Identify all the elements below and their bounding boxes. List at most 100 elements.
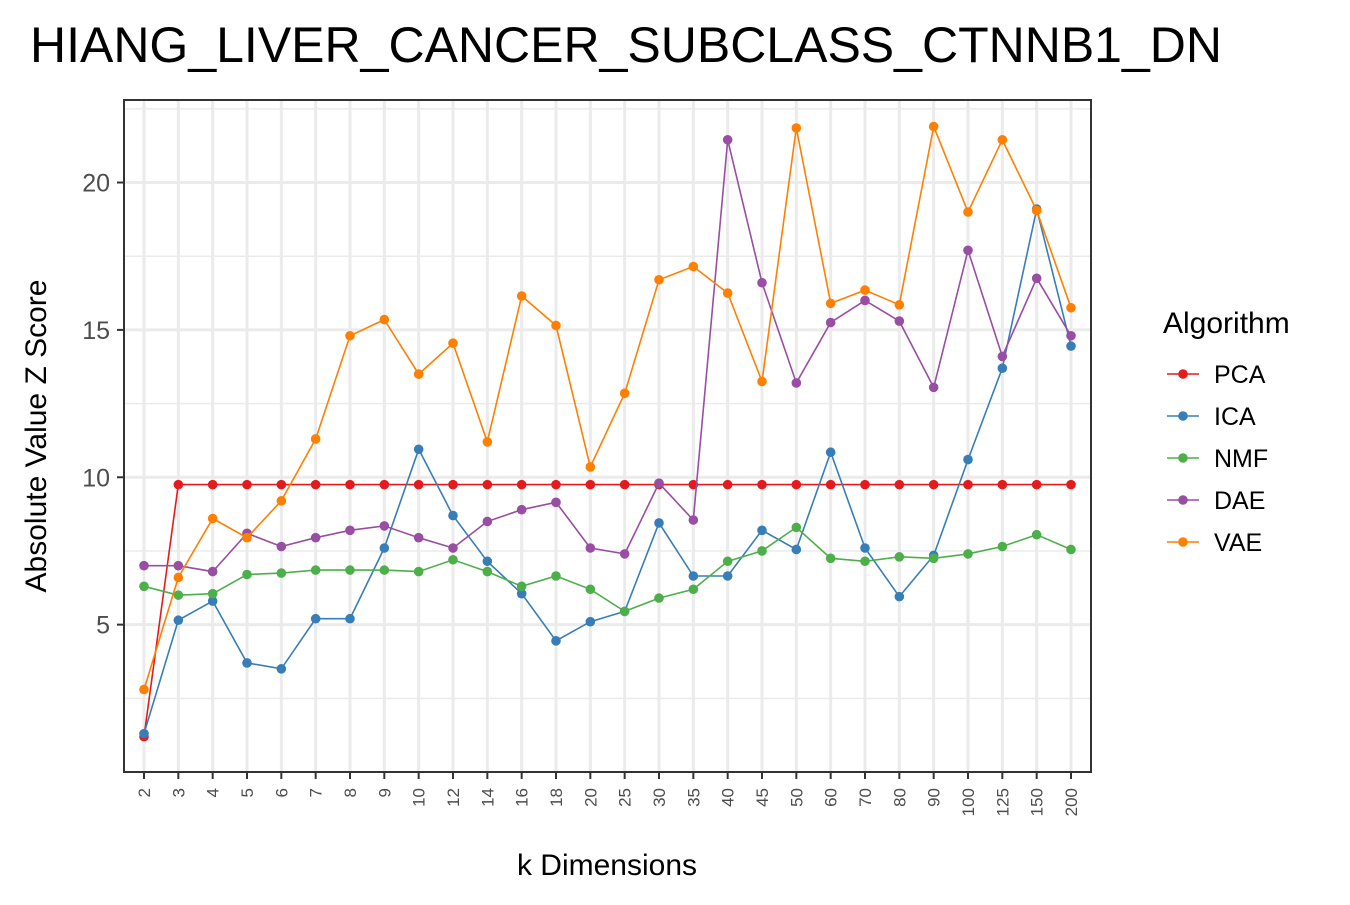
data-point-ica — [276, 664, 287, 674]
data-point-pca — [551, 479, 561, 490]
data-point-dae — [791, 378, 802, 388]
data-point-nmf — [963, 549, 973, 559]
x-tick-label: 150 — [1028, 788, 1047, 816]
data-point-vae — [551, 320, 561, 331]
data-point-dae — [413, 532, 424, 543]
data-point-vae — [997, 134, 1008, 145]
data-point-dae — [1066, 330, 1076, 341]
data-point-dae — [757, 277, 767, 288]
legend-label-dae: DAE — [1214, 487, 1265, 515]
data-point-nmf — [1066, 544, 1076, 555]
x-tick-label: 80 — [890, 788, 909, 807]
x-tick-label: 70 — [856, 788, 875, 807]
legend-label-ica: ICA — [1214, 403, 1256, 431]
data-point-ica — [551, 636, 561, 646]
x-tick-label: 125 — [993, 788, 1012, 816]
data-point-vae — [688, 261, 699, 272]
data-point-nmf — [173, 590, 184, 600]
data-point-pca — [722, 479, 733, 490]
legend-label-nmf: NMF — [1214, 445, 1268, 473]
data-point-ica — [688, 571, 699, 581]
data-point-ica — [310, 613, 321, 624]
data-point-pca — [276, 479, 287, 490]
data-point-pca — [894, 479, 905, 490]
data-point-dae — [379, 521, 390, 531]
data-point-vae — [379, 314, 390, 325]
data-point-nmf — [997, 541, 1008, 552]
data-point-pca — [345, 479, 355, 490]
x-tick-label: 100 — [959, 788, 978, 816]
legend: Algorithm PCA ICA NMF DAE VAE — [1163, 307, 1290, 557]
data-point-dae — [310, 532, 321, 543]
data-point-dae — [551, 497, 561, 508]
legend-label-vae: VAE — [1214, 529, 1262, 557]
x-tick-label: 2 — [135, 788, 154, 797]
data-point-nmf — [825, 553, 836, 564]
data-point-nmf — [516, 581, 527, 592]
data-point-nmf — [551, 571, 561, 581]
data-point-nmf — [585, 584, 596, 595]
plot-panel — [124, 100, 1091, 772]
data-point-nmf — [207, 588, 218, 599]
data-point-vae — [722, 288, 733, 298]
data-point-vae — [654, 274, 664, 285]
x-axis-label: k Dimensions — [517, 849, 697, 882]
data-point-pca — [860, 479, 870, 490]
data-point-nmf — [722, 556, 733, 567]
data-point-vae — [860, 285, 870, 295]
data-point-nmf — [482, 566, 493, 577]
data-point-nmf — [619, 606, 630, 617]
data-point-dae — [482, 516, 493, 527]
data-point-ica — [413, 444, 424, 455]
data-point-pca — [757, 479, 767, 490]
data-point-vae — [1066, 302, 1076, 313]
data-point-dae — [173, 560, 184, 571]
data-point-vae — [139, 684, 149, 695]
data-point-dae — [997, 351, 1008, 362]
data-point-pca — [963, 479, 973, 490]
y-axis-label: Absolute Value Z Score — [20, 280, 53, 593]
x-tick-label: 90 — [925, 788, 944, 807]
data-point-dae — [619, 549, 630, 559]
x-tick-label: 16 — [513, 788, 532, 807]
x-tick-label: 35 — [684, 788, 703, 807]
x-tick-label: 60 — [822, 788, 841, 807]
data-point-vae — [963, 207, 973, 217]
data-point-ica — [722, 571, 733, 581]
x-tick-label: 18 — [547, 788, 566, 807]
data-point-vae — [448, 338, 458, 348]
data-point-ica — [791, 544, 802, 555]
data-point-vae — [894, 300, 905, 310]
data-point-nmf — [345, 565, 355, 575]
data-point-pca — [1066, 479, 1076, 490]
data-point-ica — [139, 728, 149, 739]
data-point-vae — [173, 572, 184, 583]
x-tick-label: 20 — [581, 788, 600, 807]
data-point-vae — [276, 496, 287, 506]
legend-key-point-dae — [1178, 495, 1188, 505]
x-tick-label: 14 — [478, 788, 497, 807]
data-point-vae — [757, 376, 767, 387]
data-point-pca — [413, 479, 424, 490]
x-tick-label: 7 — [307, 788, 326, 797]
data-point-vae — [791, 123, 802, 133]
x-tick-label: 45 — [753, 788, 772, 807]
data-point-vae — [310, 434, 321, 444]
data-point-dae — [963, 245, 973, 256]
data-point-dae — [207, 566, 218, 577]
data-point-ica — [654, 518, 664, 528]
data-point-dae — [516, 504, 527, 515]
data-point-vae — [413, 369, 424, 379]
data-point-dae — [688, 515, 699, 525]
chart-title: HIANG_LIVER_CANCER_SUBCLASS_CTNNB1_DN — [30, 17, 1222, 73]
data-point-ica — [242, 658, 252, 668]
data-point-vae — [482, 437, 493, 447]
x-tick-label: 10 — [410, 788, 429, 807]
x-tick-label: 8 — [341, 788, 360, 797]
data-point-dae — [825, 317, 836, 328]
x-tick-label: 12 — [444, 788, 463, 807]
x-tick-label: 40 — [719, 788, 738, 807]
data-point-dae — [139, 560, 149, 571]
y-tick-label: 5 — [96, 612, 110, 640]
